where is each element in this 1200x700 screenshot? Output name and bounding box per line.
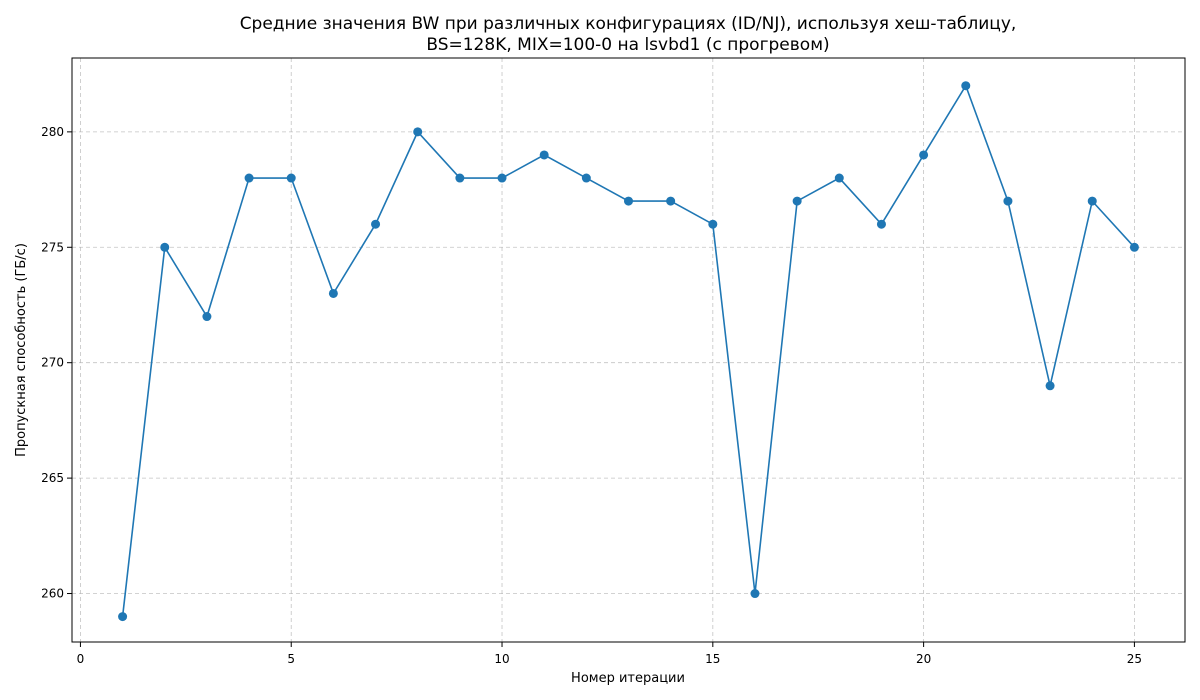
y-axis-label: Пропускная способность (ГБ/с) (14, 243, 29, 457)
series-line (121, 83, 1136, 617)
chart-title-line-2: BS=128K, MIX=100-0 на lsvbd1 (с прогрево… (426, 35, 829, 55)
y-tick-label: 275 (41, 240, 64, 254)
data-point (202, 312, 212, 322)
data-point (961, 81, 971, 91)
data-point (876, 219, 886, 229)
data-point (1003, 196, 1013, 206)
data-point (666, 196, 676, 206)
data-point (919, 150, 929, 160)
series-layer (118, 81, 1139, 622)
x-tick-label: 15 (705, 652, 720, 666)
y-tick-label: 260 (41, 587, 64, 601)
data-point (624, 196, 633, 206)
data-point (750, 589, 760, 599)
y-tick-label: 265 (41, 471, 64, 485)
data-point (244, 173, 254, 183)
data-point (581, 173, 591, 183)
ticks-layer: 0 5 10 15 20 25 260 265 270 275 280 (41, 125, 1142, 666)
data-point (328, 288, 338, 298)
x-tick-label: 10 (494, 652, 509, 666)
grid-layer (72, 58, 1185, 642)
x-tick-label: 0 (77, 652, 85, 666)
data-point (708, 219, 718, 229)
data-point (792, 196, 802, 206)
data-point (286, 173, 296, 183)
data-point (413, 127, 423, 137)
x-tick-label: 5 (287, 652, 295, 666)
data-point (497, 173, 507, 183)
y-tick-label: 280 (41, 125, 64, 139)
x-tick-label: 20 (916, 652, 931, 666)
data-point (834, 173, 844, 183)
x-tick-label: 25 (1127, 652, 1142, 666)
data-point (371, 219, 381, 229)
data-point (539, 150, 549, 160)
x-axis-label: Номер итерации (571, 671, 685, 686)
data-point (1129, 242, 1139, 252)
y-tick-label: 270 (41, 356, 64, 370)
data-point (1045, 381, 1055, 391)
data-point (160, 242, 170, 252)
plot-frame (71, 57, 1186, 643)
data-point (455, 173, 465, 183)
chart-title-line-1: Средние значения BW при различных конфиг… (240, 14, 1017, 34)
data-point (118, 612, 128, 622)
data-point (1087, 196, 1097, 206)
